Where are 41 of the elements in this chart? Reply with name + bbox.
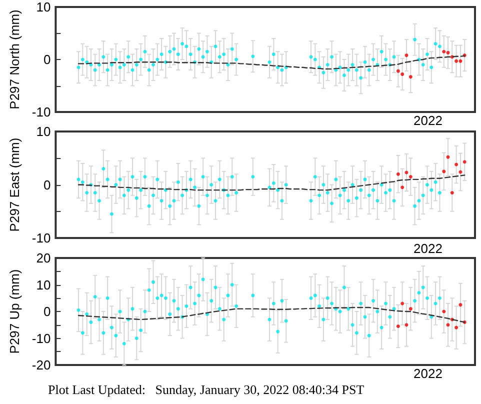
y-tick-label: -10 (32, 104, 51, 120)
point (404, 323, 408, 327)
point (458, 59, 462, 63)
y-tick-label: -20 (32, 358, 51, 372)
y-tick-label: 0 (43, 304, 51, 319)
y-axis-title: P297 North (mm) (7, 10, 22, 110)
text: 2022 (414, 366, 442, 381)
point (454, 162, 458, 166)
y-tick-label: -10 (32, 330, 51, 346)
text: 2022 (414, 113, 442, 128)
y-tick-label: 20 (36, 250, 51, 266)
y-tick-label: 0 (43, 52, 51, 67)
point (442, 310, 446, 314)
point (396, 324, 400, 328)
point (404, 54, 408, 58)
y-tick-label: 0 (43, 177, 51, 192)
point (400, 72, 404, 76)
point (446, 323, 450, 327)
y-tick-label: 10 (36, 0, 51, 14)
point (396, 172, 400, 176)
point (396, 69, 400, 73)
point (442, 50, 446, 54)
y-tick-label: 10 (36, 124, 51, 139)
point (400, 302, 404, 306)
y-tick-label: 10 (36, 277, 51, 292)
point (454, 326, 458, 330)
point (408, 175, 412, 179)
y-axis-title: P297 East (mm) (7, 138, 22, 232)
point (450, 190, 454, 194)
point (408, 75, 412, 79)
point (442, 170, 446, 174)
point (400, 186, 404, 190)
point (462, 160, 466, 164)
point (408, 307, 412, 311)
point (454, 59, 458, 63)
point (458, 303, 462, 307)
text: Plot Last Updated: Sunday, January 30, 2022 08:40:34 PST (48, 382, 364, 397)
point (446, 50, 450, 54)
y-axis-title: P297 Up (mm) (7, 269, 22, 354)
y-tick-label: -10 (32, 230, 51, 246)
text: 2022 (414, 241, 442, 256)
